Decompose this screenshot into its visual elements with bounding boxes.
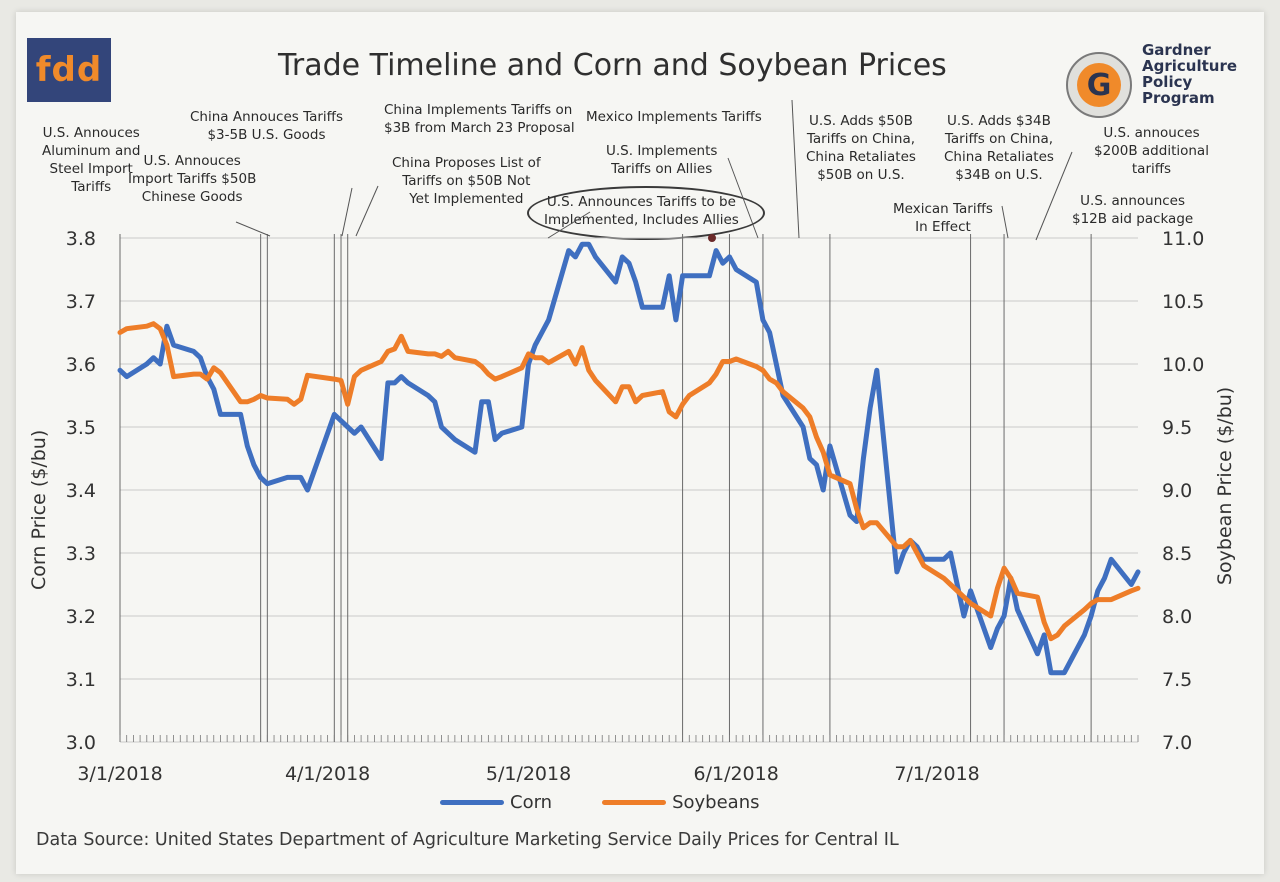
annotation-us-50b-import: U.S. Annouces Import Tariffs $50B Chinese … bbox=[128, 153, 257, 205]
series-line-corn bbox=[117, 241, 1141, 676]
gapp-logo-letter: G bbox=[1087, 68, 1112, 103]
chart-sheet bbox=[16, 12, 1264, 874]
y-tick-label-left: 3.1 bbox=[66, 669, 96, 691]
x-tick-label: 6/1/2018 bbox=[693, 763, 778, 785]
annotation-china-implements-3b: China Implements Tariffs on $3B from Marc… bbox=[384, 102, 575, 136]
highlight-oval bbox=[527, 186, 765, 240]
annotation-us-tariffs-allies: U.S. Implements Tariffs on Allies bbox=[606, 143, 718, 177]
y-tick-label-left: 3.7 bbox=[66, 291, 96, 313]
x-tick-label: 5/1/2018 bbox=[486, 763, 571, 785]
y-tick-label-right: 10.0 bbox=[1162, 354, 1204, 376]
gapp-name: Gardner Agriculture Policy Program bbox=[1142, 42, 1237, 106]
y-tick-label-left: 3.5 bbox=[66, 417, 96, 439]
axis-ticks bbox=[119, 735, 1139, 742]
y-tick-label-right: 9.0 bbox=[1162, 480, 1192, 502]
annotation-us-12b-aid: U.S. announces $12B aid package bbox=[1072, 193, 1194, 227]
chart-legend: Corn Soybeans bbox=[440, 792, 760, 813]
legend-label-soybeans: Soybeans bbox=[672, 792, 760, 813]
annotation-china-proposes-50b: China Proposes List of Tariffs on $50B No… bbox=[392, 155, 541, 207]
org-line: Gardner bbox=[1142, 41, 1211, 59]
y-tick-label-right: 9.5 bbox=[1162, 417, 1192, 439]
leader-line bbox=[1001, 205, 1009, 239]
y-tick-label-right: 7.0 bbox=[1162, 732, 1192, 754]
y-axis-label-left: Corn Price ($/bu) bbox=[28, 429, 50, 590]
leader-line bbox=[547, 211, 591, 239]
legend-item-soybeans: Soybeans bbox=[602, 792, 760, 813]
annotation-mexico-tariffs: Mexico Implements Tariffs bbox=[586, 109, 762, 125]
gapp-logo: G bbox=[1066, 52, 1132, 118]
annotation-mexican-tariffs-effect: Mexican Tariffs In Effect bbox=[893, 201, 993, 235]
x-tick-label: 4/1/2018 bbox=[285, 763, 370, 785]
x-tick-label: 3/1/2018 bbox=[77, 763, 162, 785]
leader-line bbox=[791, 99, 800, 239]
leader-line bbox=[1035, 151, 1073, 241]
annotation-us-adds-34b: U.S. Adds $34B Tariffs on China, China Ret… bbox=[944, 113, 1054, 183]
y-tick-label-left: 3.8 bbox=[66, 228, 96, 250]
annotation-china-3-5b: China Annouces Tariffs $3-5B U.S. Goods bbox=[190, 109, 343, 143]
y-axis-label-right: Soybean Price ($/bu) bbox=[1214, 386, 1236, 585]
axis-tick-labels: 3.0 3.1 3.2 3.3 3.4 3.5 3.6 3.7 3.8 7.0 7.5 8.0 8.5 9… bbox=[66, 228, 1205, 785]
legend-swatch-soybeans bbox=[602, 800, 667, 805]
y-tick-label-right: 8.0 bbox=[1162, 606, 1192, 628]
leader-line bbox=[235, 221, 271, 237]
leader-line bbox=[727, 157, 759, 239]
y-tick-label-right: 8.5 bbox=[1162, 543, 1192, 565]
oval-marker-dot bbox=[708, 234, 716, 242]
series-lines bbox=[117, 241, 1141, 676]
annotation-aluminum-steel: U.S. Annouces Aluminum and Steel Import Tar… bbox=[42, 125, 141, 195]
annotation-us-announces-allies: U.S. Announces Tariffs to be Implemented,… bbox=[544, 194, 739, 228]
leader-line bbox=[355, 185, 379, 237]
annotation-leader-lines bbox=[235, 99, 1073, 242]
series-line-soybeans bbox=[117, 321, 1141, 642]
chart-title: Trade Timeline and Corn and Soybean Pric… bbox=[278, 48, 947, 83]
org-line: Agriculture bbox=[1142, 57, 1238, 75]
legend-swatch-corn bbox=[440, 800, 504, 805]
annotation-us-200b: U.S. annouces $200B additional tariffs bbox=[1094, 125, 1209, 177]
fdd-logo-text: fdd bbox=[35, 50, 103, 90]
y-tick-label-right: 10.5 bbox=[1162, 291, 1204, 313]
y-tick-label-left: 3.3 bbox=[66, 543, 96, 565]
fdd-logo: fdd bbox=[27, 38, 111, 102]
y-tick-label-left: 3.2 bbox=[66, 606, 96, 628]
grid-lines bbox=[120, 237, 1138, 743]
org-line: Policy bbox=[1142, 73, 1193, 91]
org-line: Program bbox=[1142, 89, 1215, 107]
annotation-us-adds-50b: U.S. Adds $50B Tariffs on China, China Ret… bbox=[806, 113, 916, 183]
x-tick-label: 7/1/2018 bbox=[894, 763, 979, 785]
y-tick-label-left: 3.6 bbox=[66, 354, 96, 376]
event-lines bbox=[119, 234, 1092, 742]
y-tick-label-left: 3.0 bbox=[66, 732, 96, 754]
legend-item-corn: Corn bbox=[440, 792, 552, 813]
leader-line bbox=[341, 187, 353, 237]
y-tick-label-right: 7.5 bbox=[1162, 669, 1192, 691]
y-tick-label-left: 3.4 bbox=[66, 480, 96, 502]
y-tick-label-right: 11.0 bbox=[1162, 228, 1204, 250]
data-source-note: Data Source: United States Department of… bbox=[36, 830, 899, 850]
legend-label-corn: Corn bbox=[510, 792, 553, 813]
